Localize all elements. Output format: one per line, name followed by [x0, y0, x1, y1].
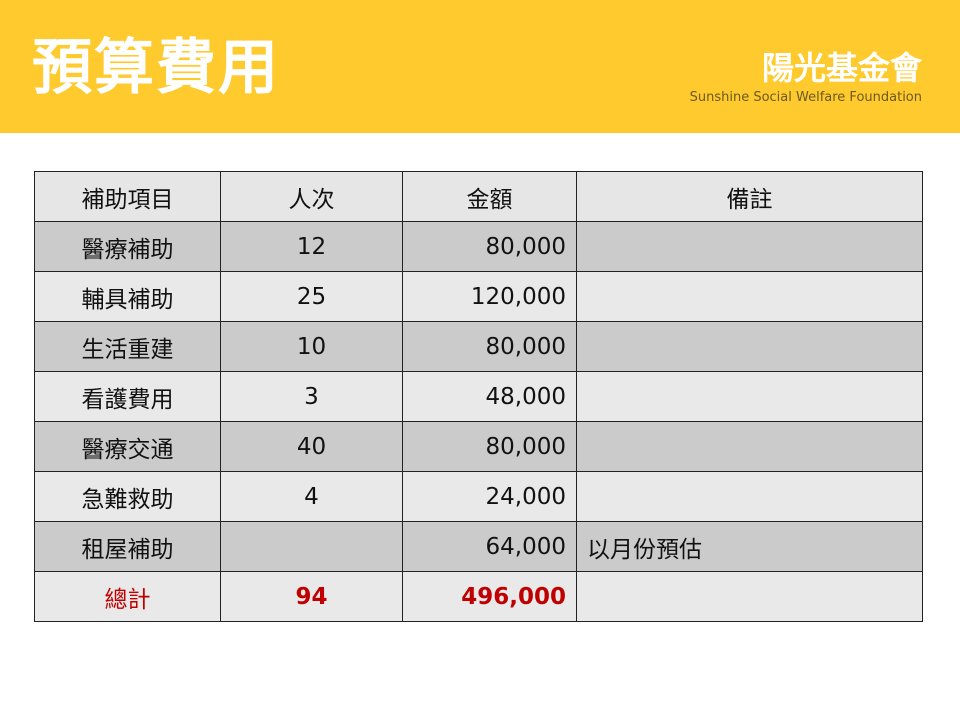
org-logo-name-en: Sunshine Social Welfare Foundation	[689, 90, 922, 105]
count-cell: 25	[220, 271, 403, 322]
table-row: 租屋補助 64,000 以月份預估	[34, 521, 923, 572]
table-row: 急難救助 4 24,000	[34, 471, 923, 522]
note-cell	[576, 471, 923, 522]
count-cell: 12	[220, 221, 403, 272]
count-cell	[220, 521, 403, 572]
table-header-row: 補助項目 人次 金額 備註	[34, 171, 923, 222]
table-row: 看護費用 3 48,000	[34, 371, 923, 422]
budget-table: 補助項目 人次 金額 備註 醫療補助 12 80,000 輔具補助 25 120,000 生…	[34, 171, 923, 622]
header-banner: 預算費用 陽光基金會 Sunshine Social Welfare Found…	[0, 0, 960, 133]
column-header: 補助項目	[34, 171, 221, 222]
note-cell	[576, 371, 923, 422]
org-logo-name: 陽光基金會	[761, 49, 922, 87]
amount-cell: 80,000	[402, 421, 577, 472]
amount-cell: 80,000	[402, 321, 577, 372]
amount-cell: 80,000	[402, 221, 577, 272]
note-cell	[576, 221, 923, 272]
table-row: 生活重建 10 80,000	[34, 321, 923, 372]
total-count: 94	[220, 571, 403, 622]
amount-cell: 48,000	[402, 371, 577, 422]
note-cell	[576, 271, 923, 322]
note-cell: 以月份預估	[576, 521, 923, 572]
amount-cell: 24,000	[402, 471, 577, 522]
item-cell: 生活重建	[34, 321, 221, 372]
column-header: 金額	[402, 171, 577, 222]
total-amount: 496,000	[402, 571, 577, 622]
count-cell: 4	[220, 471, 403, 522]
item-cell: 輔具補助	[34, 271, 221, 322]
total-note	[576, 571, 923, 622]
page-title: 預算費用	[32, 33, 280, 103]
table-row: 輔具補助 25 120,000	[34, 271, 923, 322]
amount-cell: 64,000	[402, 521, 577, 572]
table-row: 醫療交通 40 80,000	[34, 421, 923, 472]
count-cell: 3	[220, 371, 403, 422]
note-cell	[576, 421, 923, 472]
amount-cell: 120,000	[402, 271, 577, 322]
count-cell: 40	[220, 421, 403, 472]
item-cell: 醫療交通	[34, 421, 221, 472]
total-row: 總計 94 496,000	[34, 571, 923, 622]
item-cell: 看護費用	[34, 371, 221, 422]
total-label: 總計	[34, 571, 221, 622]
column-header: 備註	[576, 171, 923, 222]
count-cell: 10	[220, 321, 403, 372]
item-cell: 租屋補助	[34, 521, 221, 572]
column-header: 人次	[220, 171, 403, 222]
note-cell	[576, 321, 923, 372]
table-row: 醫療補助 12 80,000	[34, 221, 923, 272]
item-cell: 急難救助	[34, 471, 221, 522]
item-cell: 醫療補助	[34, 221, 221, 272]
